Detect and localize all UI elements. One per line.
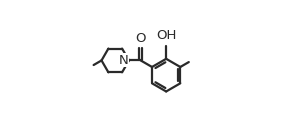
Text: N: N	[119, 54, 129, 67]
Text: O: O	[135, 32, 146, 45]
Text: N: N	[118, 54, 129, 67]
Text: N: N	[118, 53, 128, 66]
Text: OH: OH	[156, 29, 176, 43]
